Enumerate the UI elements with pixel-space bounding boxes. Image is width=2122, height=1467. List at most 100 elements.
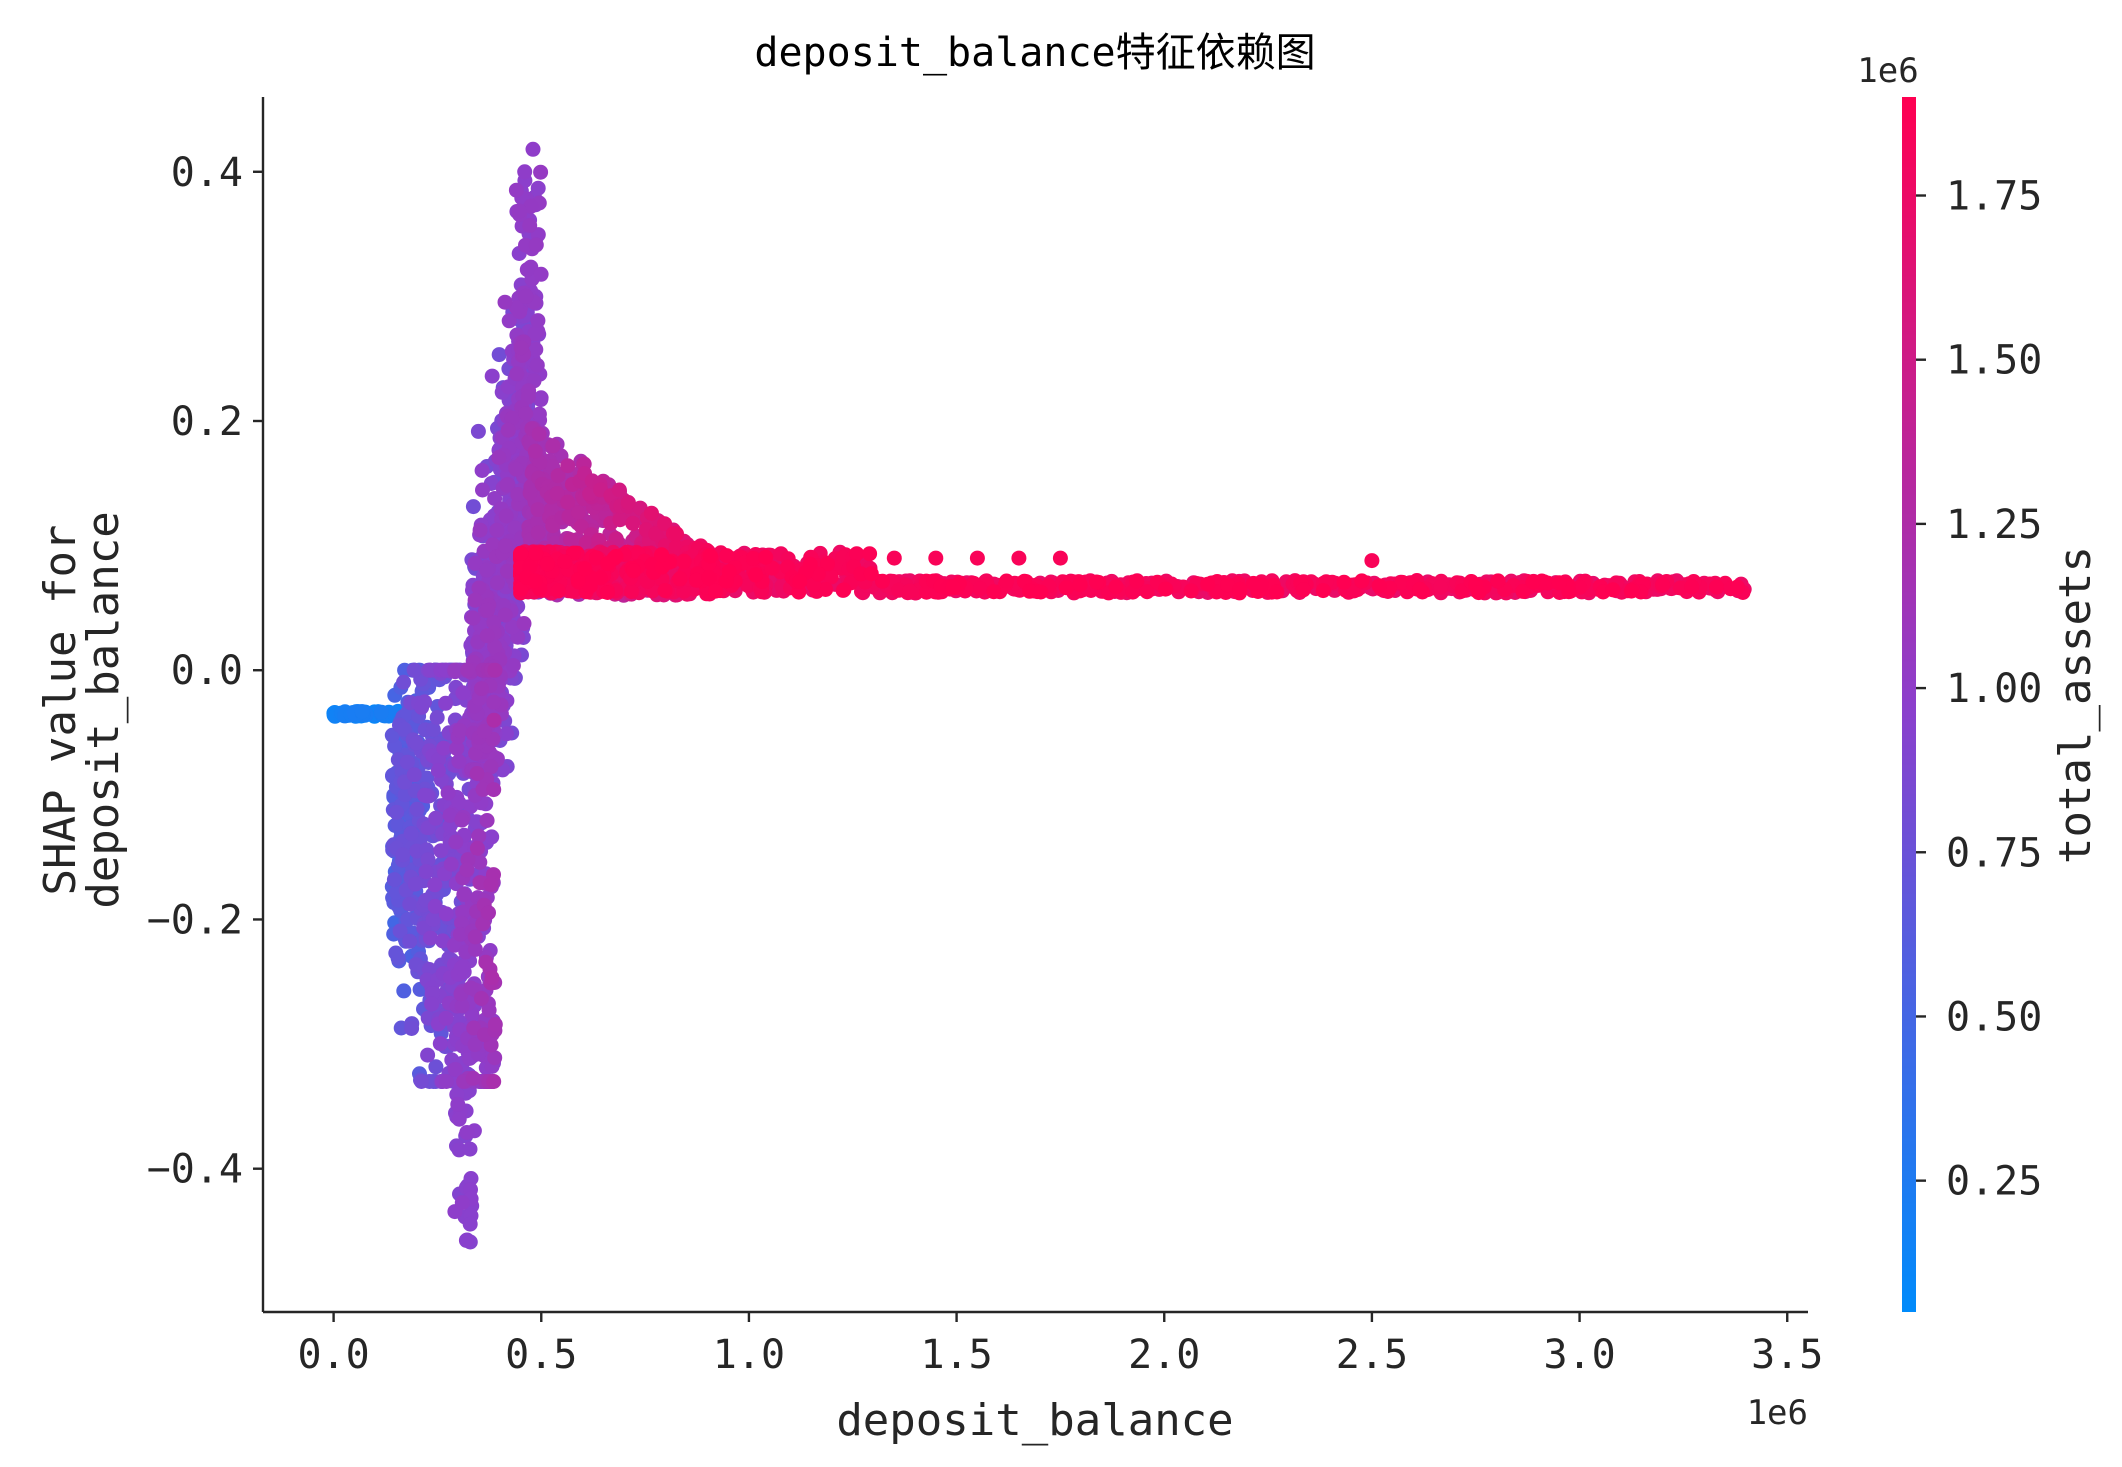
scatter-point [1655, 577, 1671, 593]
scatter-point [802, 556, 818, 572]
colorbar [1902, 97, 1916, 1312]
scatter-point [513, 581, 529, 597]
scatter-point [408, 735, 424, 751]
scatter-point [471, 828, 487, 844]
scatter-point [1709, 579, 1725, 595]
scatter-point [748, 567, 764, 583]
x-tick-label: 2.0 [1128, 1332, 1200, 1378]
scatter-point [467, 592, 483, 608]
x-tick-label: 1.5 [920, 1332, 992, 1378]
scatter-point [475, 781, 491, 797]
scatter-point [388, 945, 404, 961]
colorbar-tick-label: 0.75 [1946, 830, 2042, 876]
scatter-point [480, 602, 495, 618]
scatter-point [1158, 581, 1174, 597]
scatter-point [530, 313, 546, 329]
scatter-point [672, 571, 688, 587]
scatter-point [1412, 581, 1428, 597]
scatter-point [390, 816, 406, 832]
x-tick-label: 3.5 [1751, 1332, 1823, 1378]
scatter-points [326, 141, 1752, 1250]
scatter-point [465, 610, 481, 626]
colorbar-tick-label: 0.25 [1946, 1159, 2042, 1205]
scatter-point [1139, 584, 1155, 600]
scatter-point [557, 554, 573, 570]
scatter-point [489, 522, 505, 538]
scatter-point [486, 1074, 502, 1089]
scatter-point [1295, 582, 1311, 598]
scatter-point [528, 237, 544, 253]
scatter-point [486, 694, 502, 710]
scatter-point [531, 406, 547, 422]
scatter-point [999, 573, 1014, 589]
scatter-point [486, 614, 502, 630]
scatter-point [563, 532, 578, 548]
scatter-point [407, 876, 423, 892]
scatter-point [406, 767, 422, 783]
scatter-point [530, 502, 546, 518]
scatter-point [497, 607, 513, 623]
scatter-point [428, 810, 444, 826]
scatter-point [454, 812, 470, 828]
scatter-point [487, 639, 503, 655]
scatter-point [438, 906, 454, 922]
scatter-point [1623, 583, 1639, 599]
scatter-point [533, 266, 549, 282]
scatter-point [462, 1216, 478, 1232]
scatter-point [403, 825, 419, 841]
colorbar-tick-label: 1.25 [1946, 502, 2042, 548]
scatter-point [460, 662, 476, 678]
scatter-point [459, 1125, 475, 1140]
scatter-point [508, 461, 524, 477]
scatter-point [530, 180, 546, 196]
scatter-point [423, 930, 438, 946]
scatter-point [438, 1074, 454, 1089]
scatter-point [508, 182, 524, 198]
scatter-point [972, 581, 988, 597]
scatter-point [491, 450, 507, 465]
scatter-point [484, 829, 500, 845]
scatter-point [657, 516, 673, 532]
scatter-point [533, 164, 549, 180]
scatter-point [402, 896, 418, 912]
scatter-point [517, 164, 533, 180]
scatter-point [413, 1074, 429, 1089]
scatter-point [487, 1050, 503, 1066]
scatter-point [1433, 579, 1449, 595]
scatter-point [836, 582, 852, 598]
scatter-point [479, 813, 495, 828]
scatter-point [1471, 585, 1487, 601]
scatter-point [1052, 550, 1068, 566]
scatter-point [1089, 574, 1105, 590]
scatter-point [528, 546, 544, 561]
scatter-point [354, 704, 370, 720]
scatter-point [419, 770, 435, 786]
scatter-point [425, 722, 441, 738]
scatter-point [549, 486, 565, 501]
scatter-point [1336, 574, 1352, 590]
scatter-point [518, 406, 534, 422]
scatter-point [578, 535, 594, 551]
y-tick-label: 0.2 [171, 399, 243, 445]
scatter-point [1729, 579, 1745, 595]
scatter-point [550, 583, 566, 599]
scatter-point [863, 566, 879, 582]
scatter-point [648, 526, 664, 542]
scatter-point [427, 898, 443, 914]
scatter-point [440, 785, 456, 801]
scatter-point [518, 288, 534, 304]
scatter-point [676, 553, 692, 569]
scatter-point [429, 710, 445, 725]
scatter-point [465, 499, 481, 515]
scatter-point [417, 787, 433, 803]
scatter-point [509, 366, 525, 382]
scatter-point [708, 583, 724, 599]
scatter-point [472, 522, 488, 538]
x-tick-label: 1.0 [713, 1332, 785, 1378]
scatter-point [516, 616, 532, 631]
scatter-point [505, 658, 521, 673]
scatter-point [497, 538, 513, 554]
scatter-point [1605, 582, 1621, 598]
scatter-point [497, 294, 513, 310]
scatter-point [545, 438, 561, 454]
